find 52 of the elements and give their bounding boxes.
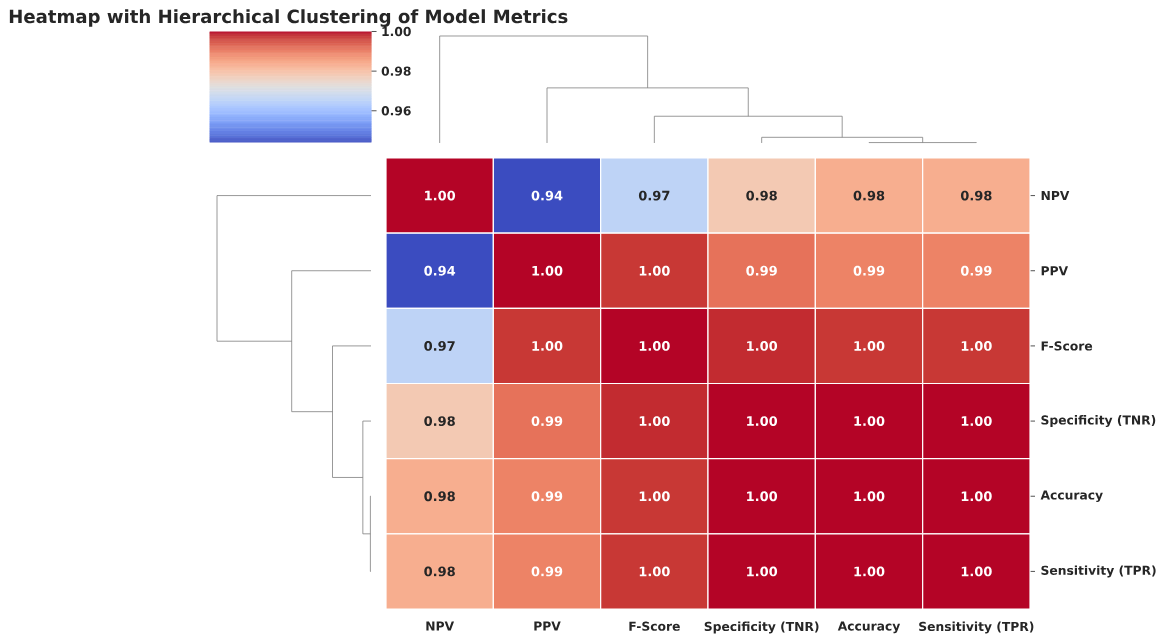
data-label: 0.98	[960, 190, 992, 201]
x-tick-label: Specificity (TNR)	[704, 621, 819, 634]
x-tick-label: PPV	[534, 621, 561, 631]
x-tick-label: F-Score	[629, 621, 680, 631]
data-label: 1.00	[532, 341, 563, 351]
data-label: 1.00	[854, 491, 885, 502]
data-label: 1.00	[639, 341, 670, 351]
x-tick-label: Accuracy	[837, 621, 901, 634]
data-label: 1.00	[747, 341, 778, 351]
data-label: 1.00	[639, 566, 670, 577]
data-label: 0.99	[960, 265, 992, 276]
data-label: 0.99	[746, 265, 777, 276]
data-label: 1.00	[961, 491, 992, 502]
data-label: 1.00	[532, 265, 563, 276]
data-label: 1.00	[854, 566, 885, 577]
data-label: 1.00	[639, 491, 670, 502]
y-tick-label: NPV	[1041, 191, 1070, 201]
data-label: 0.99	[853, 265, 885, 276]
y-tick-label: F-Score	[1041, 341, 1093, 351]
y-tick-label: Sensitivity (TPR)	[1041, 565, 1156, 578]
data-label: 1.00	[961, 416, 992, 426]
data-label: 0.97	[424, 341, 455, 351]
data-label: 1.00	[747, 566, 778, 577]
data-label: 0.98	[424, 566, 455, 577]
color-bar-label: 1.00	[382, 26, 411, 37]
x-tick-label: Sensitivity (TPR)	[919, 621, 1034, 634]
y-tick-label: PPV	[1041, 266, 1069, 276]
data-label: 1.00	[639, 416, 670, 426]
color-bar-label: 0.98	[381, 66, 411, 76]
chart-title: Heatmap with Hierarchical Clustering of Model Metrics	[9, 9, 568, 27]
data-label: 1.00	[854, 416, 885, 426]
y-tick-label: Specificity (TNR)	[1041, 415, 1156, 428]
y-tick-label: Accuracy	[1040, 490, 1103, 503]
data-label: 0.98	[746, 190, 777, 201]
data-label: 0.99	[531, 566, 563, 577]
data-label: 0.94	[424, 265, 456, 276]
data-label: 0.98	[424, 491, 455, 502]
data-label: 0.98	[424, 416, 455, 426]
data-label: 1.00	[961, 341, 992, 351]
data-label: 1.00	[747, 491, 778, 502]
data-label: 1.00	[639, 265, 670, 276]
data-label: 0.99	[531, 416, 563, 426]
data-label: 1.00	[961, 566, 992, 577]
data-label: 1.00	[747, 416, 778, 426]
data-label: 0.98	[853, 190, 885, 201]
data-label: 0.97	[638, 190, 670, 201]
data-label: 0.94	[531, 190, 563, 201]
data-label: 0.99	[531, 491, 563, 502]
x-tick-label: NPV	[426, 621, 455, 631]
color-bar-label: 0.96	[381, 106, 411, 116]
data-label: 1.00	[425, 190, 456, 201]
data-label: 1.00	[854, 341, 885, 351]
